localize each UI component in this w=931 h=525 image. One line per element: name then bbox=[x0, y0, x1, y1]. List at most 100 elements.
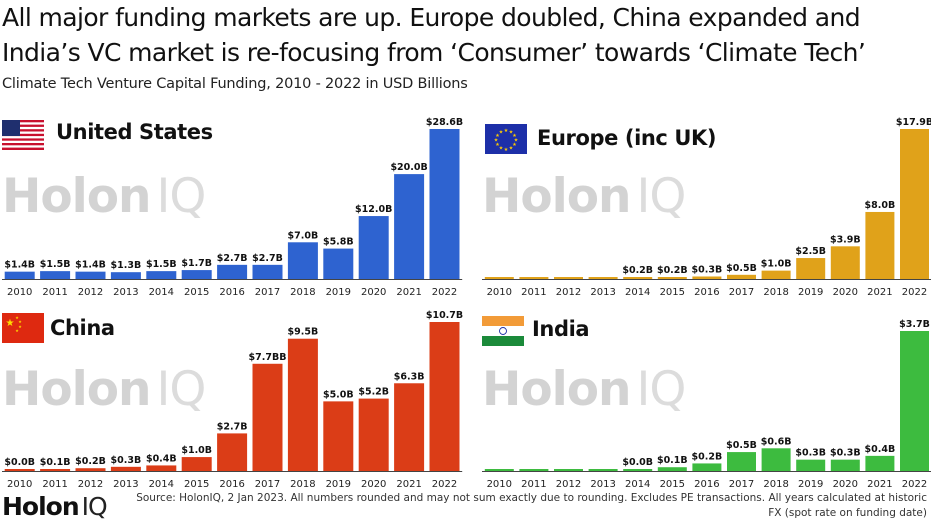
source-line-2: FX (spot rate on funding date) bbox=[768, 507, 927, 519]
x-tick-label: 2014 bbox=[625, 479, 650, 490]
data-label: $0.2B bbox=[622, 265, 653, 276]
svg-text:★: ★ bbox=[509, 130, 514, 136]
data-label: $1.0B bbox=[761, 259, 792, 270]
data-label: $0.3B bbox=[830, 448, 861, 459]
bar bbox=[358, 398, 389, 471]
bar bbox=[588, 469, 618, 471]
watermark-iq: IQ bbox=[156, 362, 206, 417]
x-tick-label: 2012 bbox=[78, 479, 103, 490]
svg-text:★: ★ bbox=[494, 138, 499, 144]
data-label: $0.0B bbox=[4, 457, 35, 468]
headline: All major funding markets are up. Europe… bbox=[2, 0, 930, 70]
source-note: Source: HolonIQ, 2 Jan 2023. All numbers… bbox=[127, 491, 927, 521]
data-label: $0.4B bbox=[865, 444, 896, 455]
bar bbox=[900, 331, 929, 471]
holoniq-logo: Holon IQ bbox=[2, 492, 108, 521]
x-tick-label: 2020 bbox=[833, 287, 858, 298]
x-tick-label: 2022 bbox=[902, 479, 927, 490]
bar bbox=[4, 271, 35, 279]
data-label: $1.7B bbox=[181, 258, 212, 269]
bar-chart-europe: 2010 2011 2012 2013 $0.2B 2014 $0.2B 2015 $0.3B 2… bbox=[482, 117, 931, 298]
bar bbox=[4, 469, 35, 471]
data-label: $2.5B bbox=[795, 246, 826, 257]
bar bbox=[217, 264, 248, 279]
data-label: $28.6B bbox=[426, 117, 463, 128]
data-label: $17.9B bbox=[896, 117, 931, 128]
region-title-china: China bbox=[50, 316, 115, 340]
x-tick-label: 2013 bbox=[113, 287, 138, 298]
data-label: $0.1B bbox=[657, 455, 688, 466]
bar bbox=[657, 277, 687, 279]
x-tick-label: 2010 bbox=[7, 479, 32, 490]
bar bbox=[40, 469, 71, 471]
data-label: $0.6B bbox=[761, 436, 792, 447]
holoniq-watermark: Holon IQ bbox=[482, 169, 686, 224]
bar bbox=[519, 469, 549, 471]
bar bbox=[287, 338, 318, 471]
x-tick-label: 2018 bbox=[763, 287, 788, 298]
x-tick-label: 2017 bbox=[729, 479, 754, 490]
x-tick-label: 2015 bbox=[660, 287, 685, 298]
data-label: $0.2B bbox=[657, 265, 688, 276]
watermark-brand: Holon bbox=[2, 169, 151, 224]
bar bbox=[40, 271, 71, 279]
watermark-brand: Holon bbox=[482, 362, 631, 417]
svg-text:★: ★ bbox=[499, 146, 504, 152]
data-label: $7.0B bbox=[288, 230, 319, 241]
data-label: $5.0B bbox=[323, 389, 354, 400]
bar-chart-china: $0.0B 2010 $0.1B 2011 $0.2B 2012 $0.3B 2013 $0.4… bbox=[2, 310, 463, 490]
bar bbox=[484, 469, 514, 471]
bar bbox=[110, 466, 141, 471]
footer-logo-brand: Holon bbox=[2, 492, 80, 521]
x-tick-label: 2020 bbox=[361, 479, 386, 490]
bar bbox=[394, 383, 425, 471]
region-title-united-states: United States bbox=[56, 120, 213, 144]
holoniq-watermark: Holon IQ bbox=[2, 362, 206, 417]
x-tick-label: 2015 bbox=[184, 287, 209, 298]
x-tick-label: 2022 bbox=[432, 479, 457, 490]
x-tick-label: 2016 bbox=[219, 287, 244, 298]
bar bbox=[623, 469, 653, 471]
bar bbox=[692, 463, 722, 471]
x-tick-label: 2011 bbox=[521, 287, 546, 298]
bar bbox=[796, 459, 826, 471]
data-label: $0.1B bbox=[40, 457, 71, 468]
data-label: $0.2B bbox=[692, 451, 723, 462]
watermark-iq: IQ bbox=[636, 362, 686, 417]
bar bbox=[588, 277, 618, 279]
bar bbox=[429, 129, 460, 279]
data-label: $2.7B bbox=[217, 253, 248, 264]
data-label: $6.3B bbox=[394, 371, 425, 382]
bar bbox=[900, 129, 929, 279]
x-tick-label: 2018 bbox=[290, 287, 315, 298]
bar bbox=[252, 264, 283, 279]
bar bbox=[519, 277, 549, 279]
data-label: $1.4B bbox=[75, 260, 106, 271]
panel-china: ★ ★ ★ ★ ★ China Holon IQ $0.0B 2010 $0.1B 2011… bbox=[0, 300, 465, 490]
x-tick-label: 2021 bbox=[867, 287, 892, 298]
x-tick-label: 2013 bbox=[590, 479, 615, 490]
bar bbox=[110, 272, 141, 279]
bar-chart-united-states: $1.4B 2010 $1.5B 2011 $1.4B 2012 $1.3B 2013 $1.5… bbox=[2, 117, 463, 298]
x-tick-label: 2013 bbox=[113, 479, 138, 490]
bar bbox=[252, 363, 283, 471]
x-tick-label: 2010 bbox=[487, 479, 512, 490]
x-tick-label: 2014 bbox=[149, 287, 174, 298]
panel-united-states: United States Holon IQ $1.4B 2010 $1.5B 2011… bbox=[0, 105, 465, 300]
bar bbox=[761, 270, 791, 279]
x-tick-label: 2019 bbox=[326, 287, 351, 298]
bar bbox=[830, 246, 860, 279]
x-tick-label: 2020 bbox=[361, 287, 386, 298]
data-label: $1.3B bbox=[111, 260, 142, 271]
data-label: $5.2B bbox=[358, 387, 389, 398]
bar bbox=[181, 457, 212, 471]
india-flag-icon bbox=[482, 316, 524, 346]
watermark-iq: IQ bbox=[636, 169, 686, 224]
holoniq-watermark: Holon IQ bbox=[2, 169, 206, 224]
x-tick-label: 2010 bbox=[7, 287, 32, 298]
x-tick-label: 2016 bbox=[694, 287, 719, 298]
data-label: $0.3B bbox=[111, 455, 142, 466]
data-label: $8.0B bbox=[865, 200, 896, 211]
data-label: $5.8B bbox=[323, 237, 354, 248]
svg-text:★: ★ bbox=[495, 142, 500, 148]
